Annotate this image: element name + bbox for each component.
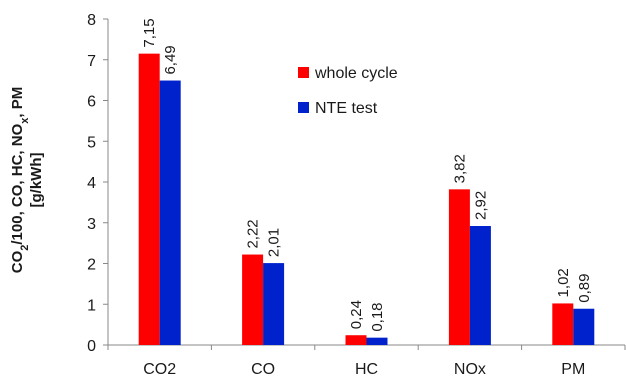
data-label: 7,15	[141, 18, 158, 47]
data-label: 2,92	[472, 191, 489, 220]
data-labels: 7,156,49 2,22 2,01 0,24 0,18 3,822,92 1,02 0,89	[141, 18, 593, 331]
data-label: 6,49	[162, 45, 179, 74]
x-ticks	[107, 345, 626, 350]
data-label: 0,18	[369, 302, 386, 331]
bar-whole-cycle-co2	[138, 53, 160, 345]
category-label: NOx	[454, 361, 486, 378]
bars	[138, 53, 595, 345]
bar-nte-test-pm	[573, 308, 595, 345]
legend-swatch	[298, 67, 309, 78]
y-tick-label: 1	[87, 297, 96, 314]
bar-whole-cycle-nox	[448, 189, 470, 345]
legend-swatch	[298, 102, 309, 113]
bar-whole-cycle-hc	[345, 335, 367, 345]
data-label: 0,89	[576, 274, 593, 303]
bar-nte-test-nox	[469, 226, 491, 345]
data-label: 0,24	[348, 300, 365, 329]
bar-nte-test-hc	[366, 337, 388, 345]
category-label: HC	[355, 361, 378, 378]
category-label: CO	[251, 361, 275, 378]
y-axis-label: CO2/100, CO, HC, NOx, PM [g/kWh]	[9, 87, 45, 273]
data-label: 1,02	[555, 268, 572, 297]
y-tick-label: 6	[87, 94, 96, 111]
data-label: 2,01	[266, 228, 283, 257]
y-tick-label: 8	[87, 12, 96, 29]
y-tick-label: 2	[87, 257, 96, 274]
y-axis-label-line1: CO2/100, CO, HC, NOx, PM	[9, 87, 31, 273]
data-label: 3,82	[451, 154, 468, 183]
category-label: CO2	[143, 361, 176, 378]
bar-whole-cycle-pm	[552, 303, 574, 345]
data-label: 2,22	[245, 219, 262, 248]
y-tick-label: 4	[87, 175, 96, 192]
category-labels: CO2 CO HC NOx PM	[143, 361, 585, 378]
legend-label: NTE test	[315, 100, 378, 117]
y-tick-label: 5	[87, 134, 96, 151]
legend: whole cycle NTE test	[298, 65, 398, 117]
category-label: PM	[561, 361, 585, 378]
legend-label: whole cycle	[314, 65, 398, 82]
bar-nte-test-co2	[159, 80, 181, 345]
y-tick-label: 7	[87, 53, 96, 70]
bar-whole-cycle-co	[242, 254, 264, 345]
bar-nte-test-co	[263, 263, 285, 345]
y-tick-label: 3	[87, 216, 96, 233]
y-ticks: 0 1 2 3 4 5 6 7 8	[87, 12, 108, 355]
y-axis-label-line2: [g/kWh]	[28, 153, 45, 208]
y-tick-label: 0	[87, 338, 96, 355]
